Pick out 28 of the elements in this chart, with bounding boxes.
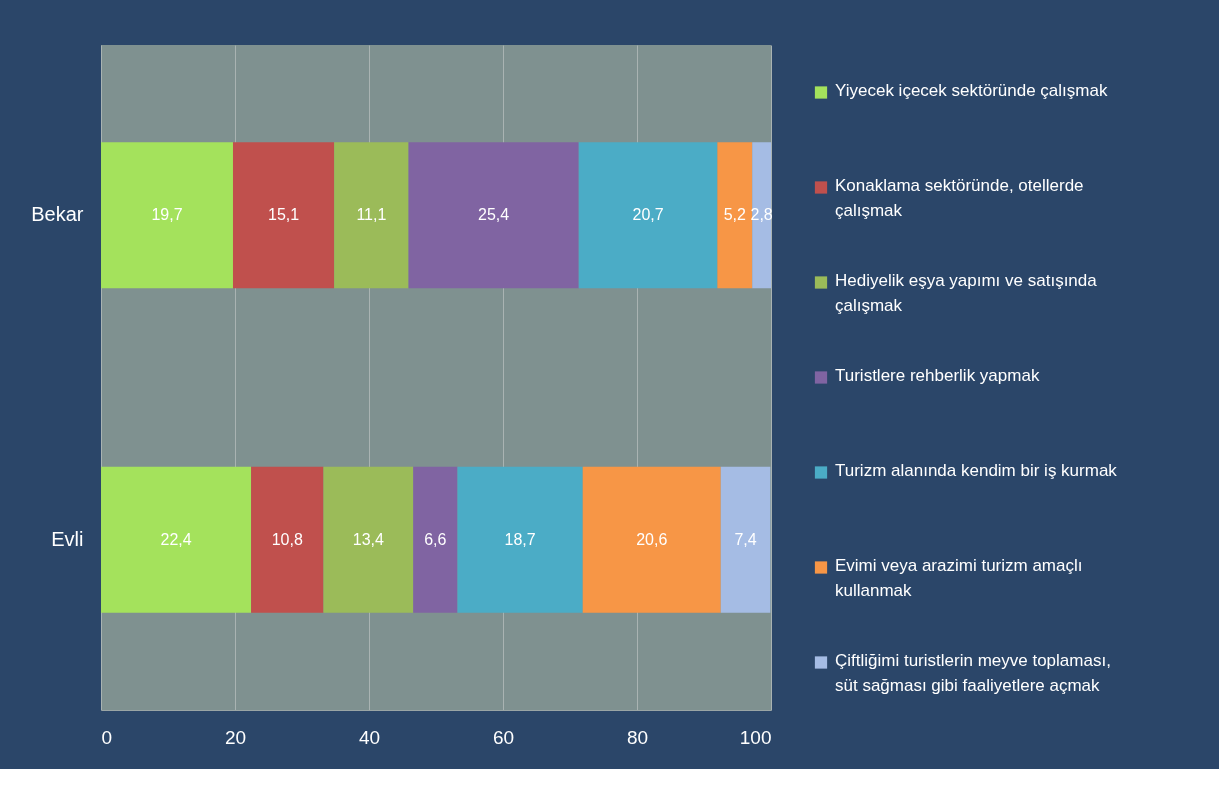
data-label: 11,1 xyxy=(356,206,387,224)
data-label: 13,4 xyxy=(352,530,384,548)
y-tick-label: Evli xyxy=(51,527,84,550)
x-tick-label: 100 xyxy=(739,726,772,748)
data-label: 15,1 xyxy=(268,206,300,224)
legend-label: Turizm alanında kendim bir iş kurmak xyxy=(835,460,1118,480)
legend-label: Çiftliğimi turistlerin meyve toplaması, süt sağması gibi faaliyetlere açmak xyxy=(835,650,1111,695)
data-label: 6,6 xyxy=(424,530,447,548)
data-label: 25,4 xyxy=(478,206,510,224)
x-tick-label: 60 xyxy=(492,726,515,748)
x-tick-label: 0 xyxy=(101,726,113,748)
legend-label: Hediyelik eşya yapımı ve satışında çalışmak xyxy=(835,270,1098,315)
data-label: 18,7 xyxy=(504,530,536,548)
data-label: 19,7 xyxy=(151,206,183,224)
y-tick-label: Bekar xyxy=(31,203,84,226)
data-label: 5,2 xyxy=(723,206,747,224)
data-label: 10,8 xyxy=(271,530,303,548)
x-tick-label: 80 xyxy=(626,726,649,748)
legend-label: Turistlere rehberlik yapmak xyxy=(835,365,1040,385)
data-label: 20,7 xyxy=(632,206,664,224)
data-label: 20,6 xyxy=(636,530,668,548)
data-label: 22,4 xyxy=(160,530,192,548)
legend-label: Yiyecek içecek sektöründe çalışmak xyxy=(835,80,1108,100)
data-label: 7,4 xyxy=(734,530,757,548)
x-tick-label: 40 xyxy=(358,726,381,748)
legend-label: Konaklama sektöründe, otellerde çalışmak xyxy=(835,175,1084,220)
x-tick-label: 20 xyxy=(224,726,247,748)
legend-label: Evimi veya arazimi turizm amaçlı kullanmak xyxy=(835,555,1083,600)
